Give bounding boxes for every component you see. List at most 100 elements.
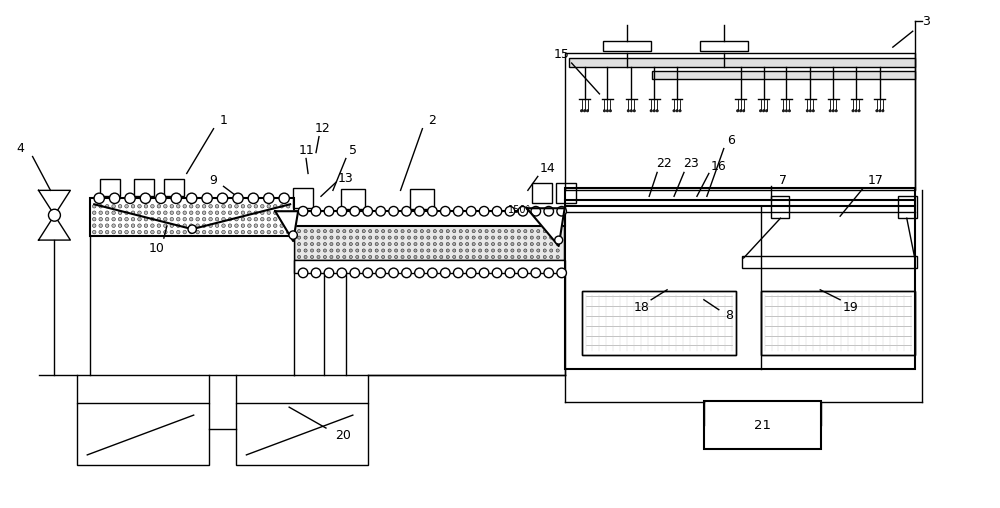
Circle shape xyxy=(511,230,514,233)
Circle shape xyxy=(248,217,251,221)
Circle shape xyxy=(524,242,527,246)
Circle shape xyxy=(427,230,430,233)
Circle shape xyxy=(176,211,180,214)
Circle shape xyxy=(356,242,359,246)
Circle shape xyxy=(852,110,854,112)
Circle shape xyxy=(369,230,372,233)
Circle shape xyxy=(550,249,553,252)
Circle shape xyxy=(298,242,301,246)
Circle shape xyxy=(304,236,307,239)
Circle shape xyxy=(228,211,232,214)
Circle shape xyxy=(105,205,109,208)
Circle shape xyxy=(140,193,151,204)
Circle shape xyxy=(466,249,469,252)
Circle shape xyxy=(492,268,502,278)
Circle shape xyxy=(433,242,436,246)
Circle shape xyxy=(420,242,424,246)
Circle shape xyxy=(202,230,206,234)
Circle shape xyxy=(557,206,566,216)
Circle shape xyxy=(264,193,274,204)
Circle shape xyxy=(222,217,225,221)
Circle shape xyxy=(112,230,115,234)
Bar xyxy=(582,291,736,356)
Circle shape xyxy=(788,110,791,112)
Circle shape xyxy=(183,205,187,208)
Circle shape xyxy=(479,249,482,252)
Circle shape xyxy=(402,268,411,278)
Circle shape xyxy=(94,193,104,204)
Circle shape xyxy=(382,230,385,233)
Circle shape xyxy=(343,242,346,246)
Circle shape xyxy=(304,230,307,233)
Circle shape xyxy=(388,256,391,259)
Circle shape xyxy=(736,110,739,112)
Circle shape xyxy=(609,110,612,112)
Circle shape xyxy=(388,230,391,233)
Circle shape xyxy=(350,206,360,216)
Circle shape xyxy=(189,205,193,208)
Circle shape xyxy=(440,256,443,259)
Circle shape xyxy=(310,256,314,259)
Circle shape xyxy=(317,242,320,246)
Circle shape xyxy=(556,242,559,246)
Circle shape xyxy=(209,224,212,228)
Bar xyxy=(761,291,915,356)
Circle shape xyxy=(261,217,264,221)
Circle shape xyxy=(105,217,109,221)
Circle shape xyxy=(151,211,154,214)
Circle shape xyxy=(441,268,450,278)
Circle shape xyxy=(401,249,404,252)
Circle shape xyxy=(298,236,301,239)
Circle shape xyxy=(144,230,148,234)
Circle shape xyxy=(382,256,385,259)
Circle shape xyxy=(233,193,243,204)
Circle shape xyxy=(603,110,606,112)
Circle shape xyxy=(138,211,141,214)
Circle shape xyxy=(324,206,334,216)
Circle shape xyxy=(376,268,385,278)
Circle shape xyxy=(414,242,417,246)
Circle shape xyxy=(433,230,436,233)
Circle shape xyxy=(466,256,469,259)
Circle shape xyxy=(420,236,424,239)
Circle shape xyxy=(812,110,814,112)
Circle shape xyxy=(627,110,629,112)
Circle shape xyxy=(407,230,411,233)
Circle shape xyxy=(762,110,765,112)
Circle shape xyxy=(187,193,197,204)
Circle shape xyxy=(479,206,489,216)
Circle shape xyxy=(491,249,495,252)
Circle shape xyxy=(583,110,586,112)
Circle shape xyxy=(498,256,501,259)
Text: 6: 6 xyxy=(727,134,735,147)
Circle shape xyxy=(105,224,109,228)
Circle shape xyxy=(183,217,187,221)
Circle shape xyxy=(330,230,333,233)
Circle shape xyxy=(382,249,385,252)
Text: 12: 12 xyxy=(315,122,331,135)
Text: 16: 16 xyxy=(711,160,727,173)
Circle shape xyxy=(466,230,469,233)
Circle shape xyxy=(109,193,120,204)
Text: 4: 4 xyxy=(17,142,25,155)
Circle shape xyxy=(267,205,271,208)
Circle shape xyxy=(336,242,339,246)
Circle shape xyxy=(524,256,527,259)
Circle shape xyxy=(356,256,359,259)
Circle shape xyxy=(498,249,501,252)
Circle shape xyxy=(505,268,515,278)
Circle shape xyxy=(544,206,554,216)
Circle shape xyxy=(215,205,219,208)
Circle shape xyxy=(517,249,520,252)
Circle shape xyxy=(633,110,635,112)
Circle shape xyxy=(459,242,462,246)
Circle shape xyxy=(330,256,333,259)
Circle shape xyxy=(537,230,540,233)
Circle shape xyxy=(459,256,462,259)
Circle shape xyxy=(376,206,385,216)
Circle shape xyxy=(530,236,533,239)
Circle shape xyxy=(382,242,385,246)
Circle shape xyxy=(241,217,245,221)
Circle shape xyxy=(105,211,109,214)
Circle shape xyxy=(125,205,128,208)
